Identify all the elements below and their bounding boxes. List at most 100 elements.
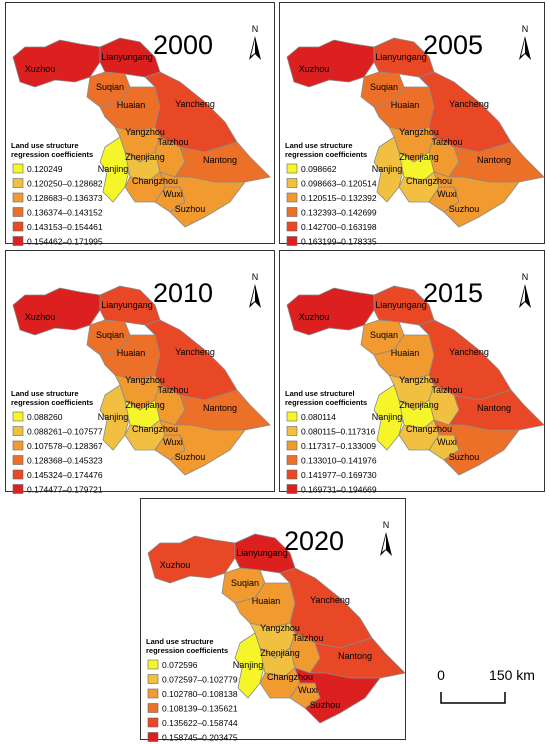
region [99, 136, 131, 203]
city-label: Nantong [477, 155, 511, 165]
map-panel: Xuzhou Lianyungang Suqian Huaian Yancheng Yan… [279, 2, 545, 247]
city-label: Suzhou [449, 452, 480, 462]
north-arrow-half [251, 287, 255, 304]
legend-label: 0.080115–0.117316 [301, 427, 376, 437]
legend-title: regression coefficients [285, 150, 367, 159]
legend-swatch [147, 732, 159, 742]
city-label: Suqian [370, 82, 398, 92]
city-label: Huaian [252, 596, 281, 606]
year-label: 2000 [153, 30, 213, 60]
city-label: Taizhou [292, 633, 323, 643]
city-label: Nantong [477, 403, 511, 413]
legend-swatch [12, 426, 24, 436]
legend-label: 0.132393–0.142699 [301, 208, 377, 218]
legend-swatch [286, 178, 298, 188]
city-label: Nanjing [98, 412, 129, 422]
city-label: Nanjing [98, 164, 129, 174]
city-label: Nanjing [372, 412, 403, 422]
city-label: Taizhou [157, 385, 188, 395]
map-panel: Xuzhou Lianyungang Suqian Huaian Yancheng Yan… [5, 250, 275, 495]
city-label: Nanjing [372, 164, 403, 174]
city-label: Yangzhou [399, 127, 439, 137]
city-label: Wuxi [163, 189, 183, 199]
year-label: 2020 [284, 526, 344, 556]
legend-label: 0.142700–0.163198 [301, 222, 377, 232]
region [159, 419, 246, 476]
legend-swatch [286, 469, 298, 480]
legend-swatch [12, 163, 24, 174]
city-label: Huaian [391, 348, 420, 358]
legend-label: 0.107578–0.128367 [27, 441, 103, 451]
legend-label: 0.120515–0.132392 [301, 193, 377, 203]
city-label: Nantong [338, 651, 372, 661]
city-label: Nantong [203, 155, 237, 165]
legend-label: 0.141977–0.169730 [301, 470, 377, 480]
city-label: Nantong [203, 403, 237, 413]
legend-swatch [12, 221, 24, 232]
legend-swatch [12, 469, 24, 480]
region [234, 632, 266, 699]
legend-title: regression coefficients [146, 646, 228, 655]
region [294, 667, 381, 724]
legend-label: 0.143153–0.154461 [27, 222, 103, 232]
city-label: Xuzhou [299, 64, 330, 74]
city-label: Lianyungang [375, 52, 427, 62]
legend-label: 0.163199–0.178335 [301, 237, 377, 247]
scale-bar [440, 692, 506, 704]
legend-swatch [147, 703, 159, 713]
legend-title: Land use structure [11, 141, 79, 150]
legend-title: regression coefficients [11, 150, 93, 159]
legend-swatch [286, 236, 298, 246]
legend-swatch [286, 455, 298, 465]
city-label: Lianyungang [375, 300, 427, 310]
legend-label: 0.128683–0.136373 [27, 193, 103, 203]
city-label: Huaian [117, 100, 146, 110]
city-label: Lianyungang [101, 300, 153, 310]
city-label: Xuzhou [299, 312, 330, 322]
legend-swatch [12, 192, 24, 203]
city-label: Yangzhou [260, 623, 300, 633]
north-label: N [252, 272, 259, 282]
region [373, 136, 405, 203]
north-label: N [522, 24, 529, 34]
north-arrow-half [521, 39, 525, 56]
legend-label: 0.102780–0.108138 [162, 689, 238, 699]
legend-swatch [286, 440, 298, 451]
city-label: Suqian [96, 82, 124, 92]
legend-label: 0.128368–0.145323 [27, 456, 103, 466]
city-label: Changzhou [406, 176, 452, 186]
legend-label: 0.133010–0.141976 [301, 456, 377, 466]
city-label: Changzhou [267, 672, 313, 682]
city-label: Zhenjiang [260, 648, 300, 658]
map-panel: Xuzhou Lianyungang Suqian Huaian Yancheng Yan… [5, 2, 275, 247]
city-label: Xuzhou [160, 560, 191, 570]
legend-label: 0.136374–0.143152 [27, 208, 103, 218]
north-label: N [252, 24, 259, 34]
region [159, 171, 246, 228]
city-label: Suqian [231, 578, 259, 588]
city-label: Suqian [96, 330, 124, 340]
legend-swatch [147, 674, 159, 684]
legend-title: Land use structure [146, 637, 214, 646]
legend-label: 0.072597–0.102779 [162, 675, 238, 685]
legend-swatch [12, 484, 24, 494]
legend-swatch [12, 178, 24, 188]
year-label: 2010 [153, 278, 213, 308]
city-label: Changzhou [132, 176, 178, 186]
city-label: Yancheng [310, 595, 350, 605]
legend-label: 0.098663–0.120514 [301, 179, 377, 189]
city-label: Xuzhou [25, 312, 56, 322]
city-label: Xuzhou [25, 64, 56, 74]
legend-title: Land use structure [285, 141, 353, 150]
legend-swatch [147, 659, 159, 670]
legend-swatch [12, 236, 24, 246]
city-label: Yancheng [449, 347, 489, 357]
legend-label: 0.135622–0.158744 [162, 718, 238, 728]
city-label: Wuxi [437, 437, 457, 447]
north-arrow-half [521, 287, 525, 304]
year-label: 2015 [423, 278, 483, 308]
legend-title: Land use structure [11, 389, 79, 398]
city-label: Zhenjiang [399, 152, 439, 162]
legend-swatch [286, 426, 298, 436]
